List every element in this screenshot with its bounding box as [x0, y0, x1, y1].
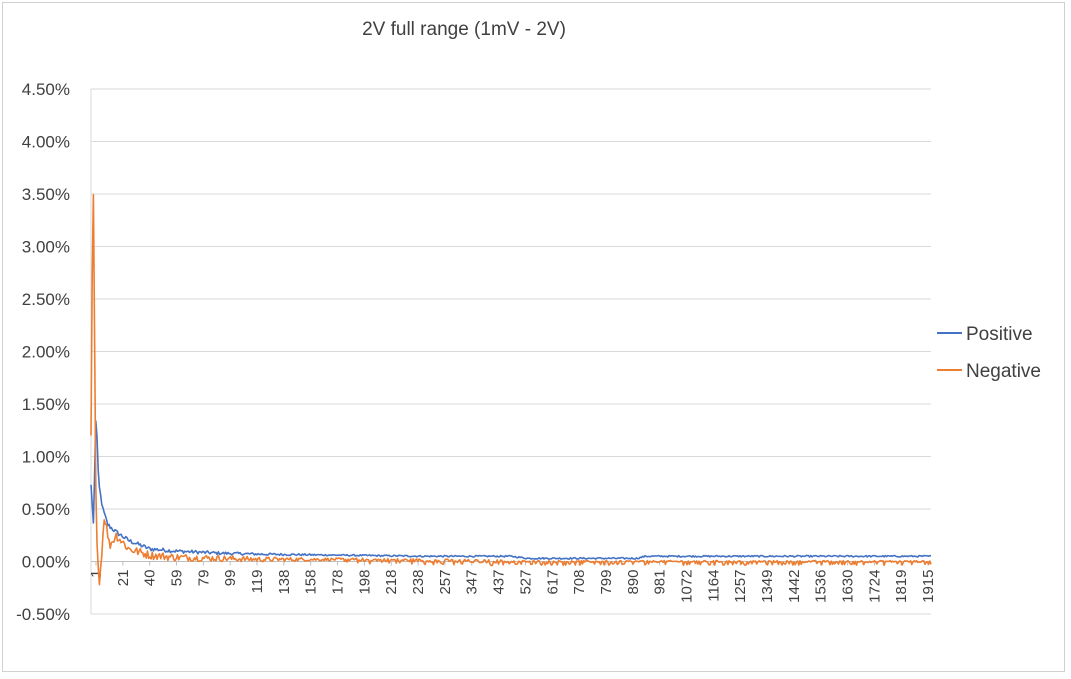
x-tick-label: 79: [195, 570, 212, 587]
x-tick-label: 1630: [839, 570, 856, 603]
y-tick-label: 1.50%: [22, 395, 70, 414]
x-tick-label: 178: [330, 570, 347, 595]
y-tick-label: 2.50%: [22, 290, 70, 309]
x-tick-label: 527: [517, 570, 534, 595]
y-tick-label: 2.00%: [22, 343, 70, 362]
series-line-positive: [90, 420, 932, 560]
x-tick-label: 198: [356, 570, 373, 595]
x-tick-label: 708: [571, 570, 588, 595]
x-tick-label: 1442: [786, 570, 803, 603]
y-tick-label: 0.00%: [22, 553, 70, 572]
x-tick-label: 257: [437, 570, 454, 595]
x-tick-label: 1724: [866, 570, 883, 603]
x-tick-label: 1: [88, 570, 105, 578]
x-tick-label: 99: [222, 570, 239, 587]
series-line-negative: [90, 193, 932, 586]
x-tick-label: 1164: [705, 570, 722, 602]
x-tick-label: 890: [625, 570, 642, 595]
x-tick-label: 1257: [732, 570, 749, 603]
x-tick-label: 799: [598, 570, 615, 595]
x-tick-label: 21: [115, 570, 132, 587]
y-tick-label: 3.50%: [22, 185, 70, 204]
x-tick-label: 1915: [920, 570, 937, 603]
grid-lines: [90, 88, 931, 615]
legend-label-negative: Negative: [966, 361, 1041, 382]
x-tick-label: 1536: [813, 570, 830, 603]
y-axis-ticks: 4.50% 4.00% 3.50% 3.00% 2.50% 2.00% 1.50% 1.00%…: [16, 80, 70, 624]
x-tick-label: 218: [383, 570, 400, 595]
x-tick-label: 437: [491, 570, 508, 595]
y-tick-label: 4.00%: [22, 133, 70, 152]
x-tick-label: 59: [169, 570, 186, 587]
x-tick-label: 1072: [678, 570, 695, 603]
x-tick-label: 158: [303, 570, 320, 595]
legend: Positive Negative: [937, 324, 1041, 382]
chart-title: 2V full range (1mV - 2V): [362, 19, 566, 40]
y-tick-label: 1.00%: [22, 448, 70, 467]
x-tick-label: 1819: [893, 570, 910, 603]
x-tick-label: 40: [142, 570, 159, 587]
x-tick-label: 347: [464, 570, 481, 595]
x-tick-label: 138: [276, 570, 293, 595]
series-lines: [90, 193, 932, 586]
y-tick-label: -0.50%: [16, 605, 70, 624]
y-tick-label: 0.50%: [22, 500, 70, 519]
legend-label-positive: Positive: [966, 324, 1033, 345]
x-tick-label: 617: [544, 570, 561, 595]
x-tick-label: 119: [249, 570, 266, 594]
x-tick-label: 1349: [759, 570, 776, 603]
x-axis-ticks: 1 21 40 59 79 99 119 138 158 178 198 218 238 257 347 43…: [88, 561, 937, 603]
y-tick-label: 4.50%: [22, 80, 70, 99]
x-tick-label: 238: [410, 570, 427, 595]
y-tick-label: 3.00%: [22, 238, 70, 257]
x-tick-label: 981: [652, 570, 669, 595]
